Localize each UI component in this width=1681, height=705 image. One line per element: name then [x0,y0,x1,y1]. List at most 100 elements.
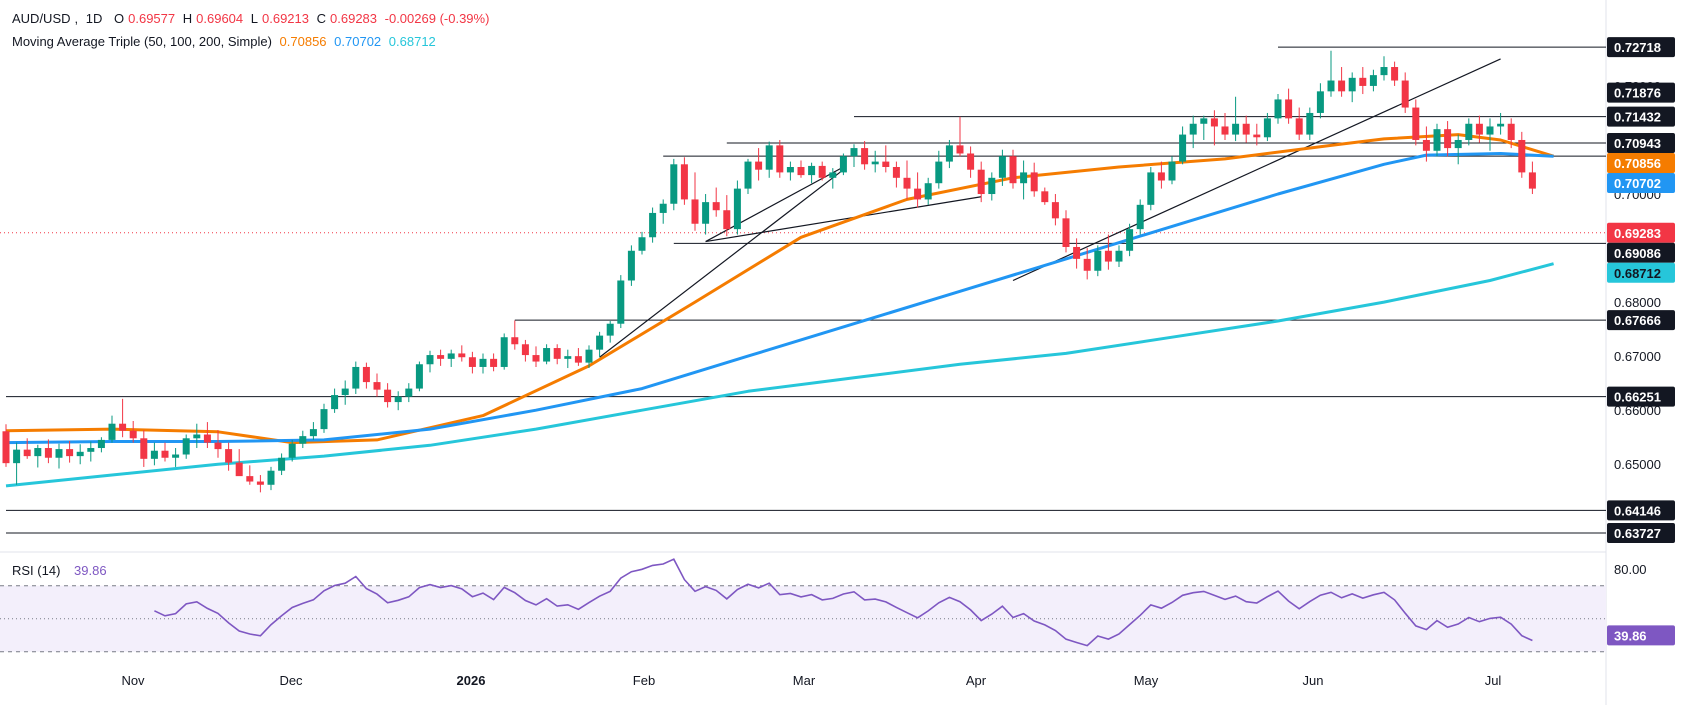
candle-body [1221,126,1229,135]
price-tag [1607,262,1675,283]
candle-body [437,355,445,359]
candle-body [680,164,688,200]
candle-body [193,434,201,439]
candle-body [225,449,233,463]
price-tag-label: 0.70856 [1614,156,1661,171]
candle-body [23,449,31,457]
price-pane[interactable] [0,0,1607,705]
candle-body [1147,172,1155,205]
price-tag-label: 0.68712 [1614,266,1661,281]
candle-body [914,188,922,200]
candle-body [119,423,127,431]
price-tag [1607,386,1675,407]
price-tag-label: 0.70702 [1614,176,1661,191]
candle-body [161,450,169,458]
price-tag [1607,523,1675,544]
candle-body [967,153,975,170]
candle-body [1104,250,1112,262]
time-tick-label: May [1134,673,1159,688]
price-tick-label: 0.65000 [1614,457,1661,472]
rsi-legend-label: RSI (14) [12,563,61,578]
candle-body [564,356,572,359]
candle-body [723,210,731,230]
candle-body [861,148,869,165]
candle-body [638,237,646,251]
candle-body [182,438,190,455]
candle-body [2,431,10,464]
price-tag [1607,310,1675,331]
time-tick-label: Dec [279,673,303,688]
time-tick-label: Mar [793,673,816,688]
candle-body [405,388,413,397]
candle-body [712,202,720,211]
candle-body [945,145,953,162]
candle-body [818,165,826,178]
candle-body [299,436,307,444]
candle-body [1157,172,1165,181]
candle-body [55,449,63,458]
candle-body [744,161,752,189]
candle-body [596,335,604,350]
price-tag-label: 0.67666 [1614,313,1661,328]
price-tick-label: 0.66000 [1614,403,1661,418]
candle-body [1401,80,1409,108]
candle-body [288,443,296,458]
time-tick-label: Nov [121,673,145,688]
trendline [599,169,844,358]
candle-body [1189,123,1197,135]
price-tag-label: 0.69283 [1614,226,1661,241]
candle-body [670,164,678,204]
candle-body [341,388,349,396]
candle-body [553,348,561,359]
moving-average-line [5,152,1554,445]
price-tag [1607,173,1675,194]
candle-body [1041,191,1049,203]
candle-body [415,364,423,389]
time-axis[interactable]: Nov Dec 2026 Feb Mar Apr May Jun Jul [121,673,1501,688]
candle-body [479,358,487,367]
candle-body [1454,139,1462,149]
candle-body [203,434,211,443]
candle-body [1422,139,1430,151]
rsi-pane[interactable]: 80.00 39.86 [0,558,1675,653]
price-tag-label: 0.66251 [1614,390,1661,405]
price-tag-label: 0.64146 [1614,503,1661,518]
price-tick-label: 0.68000 [1614,295,1661,310]
candle-body [755,161,763,170]
price-tag-label: 0.71432 [1614,110,1661,125]
candle-body [1369,75,1377,86]
candle-body [13,449,21,464]
candle-body [1009,156,1017,184]
candle-body [1073,246,1081,259]
candle-body [256,481,264,485]
candle-body [627,250,635,281]
open-value: 0.69577 [128,11,176,26]
low-value: 0.69213 [262,11,309,26]
candle-body [447,353,455,359]
candle-body [1338,80,1346,92]
candle-body [129,430,137,439]
candle-body [1497,123,1505,127]
candle-body [702,202,710,224]
candle-body [320,409,328,430]
candle-body [1263,118,1271,138]
candle-body [214,442,222,450]
candle-body [617,280,625,324]
price-tag [1607,242,1675,263]
candle-body [924,183,932,200]
candle-body [1391,67,1399,81]
candle-body [574,356,582,363]
trendline [1012,58,1501,282]
candle-body [1136,204,1144,230]
candle-body [1179,134,1187,162]
candle-body [988,177,996,195]
time-tick-label: Jul [1485,673,1502,688]
time-tick-label: Apr [966,673,987,688]
candle-body [786,167,794,173]
candle-body [1359,77,1367,86]
candle-body [362,366,370,383]
candle-body [1412,107,1420,140]
price-axis[interactable]: 0.700000.690000.680000.670000.660000.650… [1607,37,1675,544]
high-label: H [182,11,193,26]
